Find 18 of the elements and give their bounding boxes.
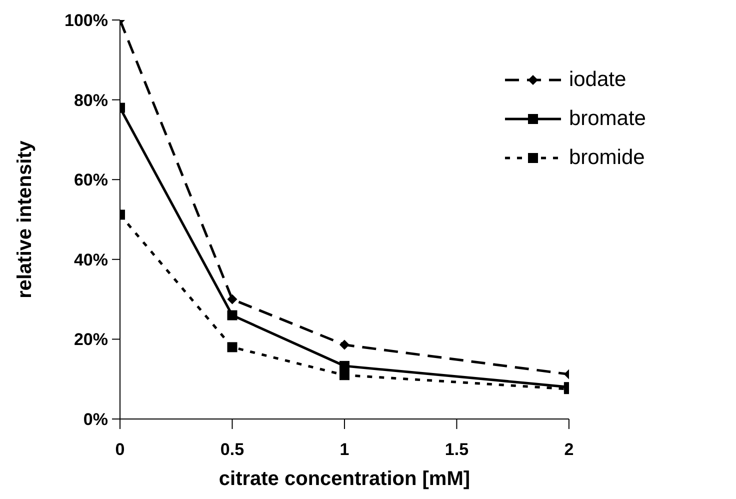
point xyxy=(339,340,350,350)
point xyxy=(227,294,238,304)
y-tick-label: 100% xyxy=(64,11,108,30)
legend-label: bromate xyxy=(568,106,646,130)
legend-label: iodate xyxy=(568,68,626,92)
x-tick-label: 0.5 xyxy=(220,440,244,460)
x-tick-label: 2 xyxy=(564,440,574,460)
y-tick-label: 20% xyxy=(74,330,108,350)
y-tick-label: 40% xyxy=(74,250,108,270)
x-tick-label: 0 xyxy=(115,440,125,460)
x-tick-label: 1.5 xyxy=(444,440,469,460)
legend-label: bromide xyxy=(568,146,645,170)
y-tick-label: 0% xyxy=(83,410,108,430)
y-tick-label: 60% xyxy=(74,170,108,190)
x-axis-title: citrate concentration [mM] xyxy=(218,468,470,490)
x-tick-label: 1 xyxy=(340,440,350,460)
y-axis-title: relative intensity xyxy=(14,140,36,298)
y-tick-label: 80% xyxy=(74,90,108,110)
